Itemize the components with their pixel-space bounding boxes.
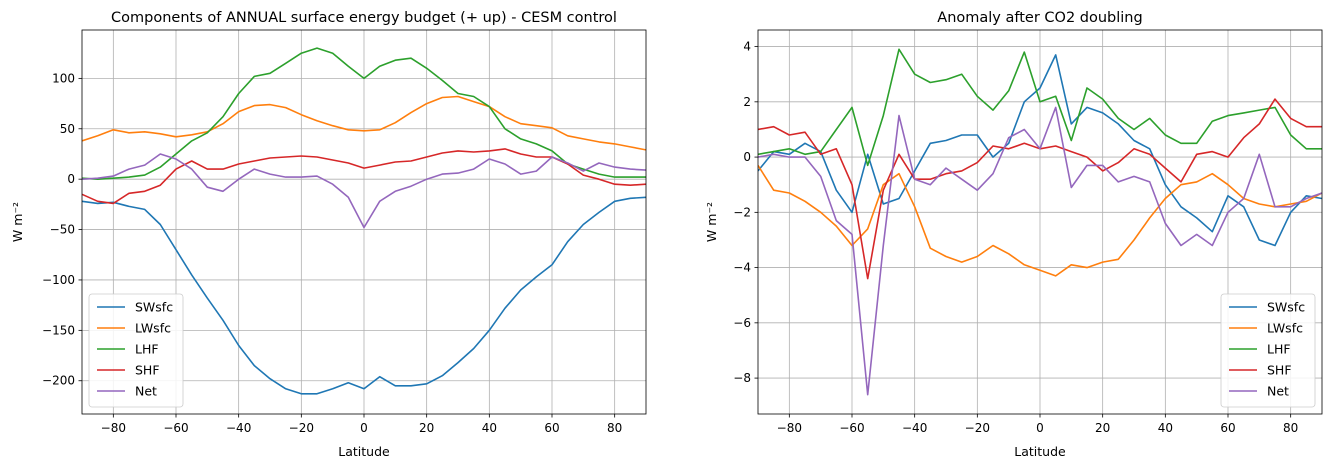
y-tick-label: 2 — [743, 95, 751, 109]
x-tick-label: 60 — [544, 421, 559, 435]
panel-right: Anomaly after CO2 doubling Latitude W m⁻… — [704, 10, 1323, 459]
x-tick-label: −20 — [965, 421, 990, 435]
chart-title-right: Anomaly after CO2 doubling — [937, 10, 1142, 26]
series-line-net — [82, 153, 646, 229]
legend-box — [88, 293, 184, 408]
y-tick-label: −200 — [42, 374, 75, 388]
x-tick-label: 40 — [482, 421, 497, 435]
legend-label-net: Net — [135, 384, 157, 399]
series-line-lwsfc — [82, 95, 646, 151]
x-tick-label: 0 — [1036, 421, 1044, 435]
y-tick-label: −6 — [733, 316, 751, 330]
x-tick-label: 20 — [419, 421, 434, 435]
x-tick-label: 40 — [1158, 421, 1173, 435]
legend-label-swsfc: SWsfc — [1267, 300, 1305, 315]
legend-right: SWsfc LWsfc LHF SHF Net — [1220, 293, 1316, 408]
x-tick-label: 0 — [360, 421, 368, 435]
x-tick-label: −20 — [289, 421, 314, 435]
series-lines-left — [82, 47, 646, 395]
x-axis-label-left: Latitude — [338, 444, 390, 459]
panel-left: Components of ANNUAL surface energy budg… — [10, 10, 647, 459]
x-tick-label: −60 — [163, 421, 188, 435]
x-tick-label: 80 — [1283, 421, 1298, 435]
chart-title-left: Components of ANNUAL surface energy budg… — [111, 10, 617, 26]
series-line-lwsfc — [758, 164, 1322, 277]
axes-frame-left — [81, 29, 647, 415]
series-line-lhf — [82, 47, 646, 180]
x-tick-label: −40 — [902, 421, 927, 435]
y-tick-label: 0 — [67, 172, 75, 186]
y-tick-label: −8 — [733, 371, 751, 385]
series-line-net — [758, 106, 1322, 396]
y-tick-label: 0 — [743, 150, 751, 164]
series-line-swsfc — [82, 196, 646, 395]
y-axis-label-right: W m⁻² — [704, 202, 719, 242]
x-tick-label: −80 — [101, 421, 126, 435]
legend-label-lhf: LHF — [135, 342, 159, 357]
y-tick-label: 4 — [743, 40, 751, 54]
y-tick-label: −100 — [42, 273, 75, 287]
y-axis-label-left: W m⁻² — [10, 202, 25, 242]
x-tick-label: 20 — [1095, 421, 1110, 435]
series-line-lhf — [758, 48, 1322, 167]
x-tick-label: 60 — [1220, 421, 1235, 435]
series-lines-right — [758, 48, 1322, 396]
x-tick-label: −80 — [777, 421, 802, 435]
x-axis-label-right: Latitude — [1014, 444, 1066, 459]
y-tick-label: 50 — [60, 122, 75, 136]
legend-box — [1220, 293, 1316, 408]
legend-label-net: Net — [1267, 384, 1289, 399]
y-tick-label: 100 — [52, 71, 75, 85]
y-tick-label: −150 — [42, 323, 75, 337]
legend-left: SWsfc LWsfc LHF SHF Net — [88, 293, 184, 408]
legend-label-lwsfc: LWsfc — [1267, 321, 1303, 336]
x-tick-label: −40 — [226, 421, 251, 435]
y-tick-label: −50 — [50, 223, 75, 237]
x-tick-label: 80 — [607, 421, 622, 435]
y-tick-label: −4 — [733, 261, 751, 275]
legend-label-shf: SHF — [1267, 363, 1292, 378]
y-tick-label: −2 — [733, 205, 751, 219]
x-tick-label: −60 — [839, 421, 864, 435]
series-line-swsfc — [758, 54, 1322, 247]
axes-frame-right — [757, 29, 1323, 415]
legend-label-shf: SHF — [135, 363, 160, 378]
legend-label-swsfc: SWsfc — [135, 300, 173, 315]
legend-label-lwsfc: LWsfc — [135, 321, 171, 336]
legend-label-lhf: LHF — [1267, 342, 1291, 357]
